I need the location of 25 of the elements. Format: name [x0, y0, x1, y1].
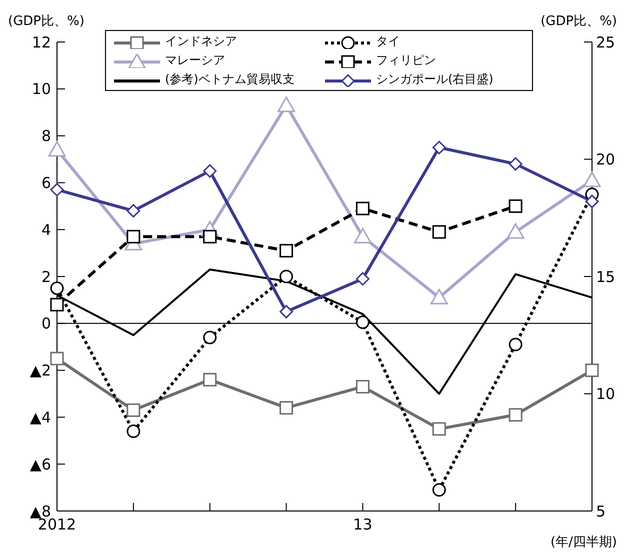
- y-tick-label: 0: [41, 314, 51, 333]
- x-tick-label: 13: [353, 516, 372, 534]
- y-tick-label: ▲2: [30, 362, 51, 380]
- y2-tick-label: 10: [596, 385, 616, 404]
- y-tick-label: 6: [41, 174, 51, 192]
- y-tick-label: 2: [41, 268, 51, 286]
- legend-label: シンガポール(右目盛): [376, 71, 494, 88]
- legend-label: インドネシア: [165, 33, 237, 50]
- y-tick-label: 4: [41, 220, 51, 239]
- y2-tick-label: 25: [596, 33, 616, 52]
- y2-axis-title: (GDP比、%): [540, 13, 617, 30]
- legend-label: フィリピン: [376, 52, 436, 69]
- legend-label: マレーシア: [165, 52, 225, 69]
- y-tick-label: 8: [41, 127, 51, 146]
- y2-tick-label: 15: [596, 268, 616, 286]
- y-tick-label: ▲4: [30, 408, 51, 427]
- y-tick-label: 10: [32, 80, 51, 98]
- y-axis-title: (GDP比、%): [8, 13, 84, 30]
- legend-label: タイ: [376, 33, 400, 50]
- legend-label: (参考)ベトナム貿易収支: [165, 71, 294, 88]
- x-axis-title: (年/四半期): [550, 534, 617, 551]
- y2-tick-label: 20: [596, 150, 616, 169]
- y-tick-label: ▲6: [30, 455, 51, 474]
- y-tick-label: 12: [32, 33, 51, 52]
- y2-tick-label: 5: [596, 502, 606, 520]
